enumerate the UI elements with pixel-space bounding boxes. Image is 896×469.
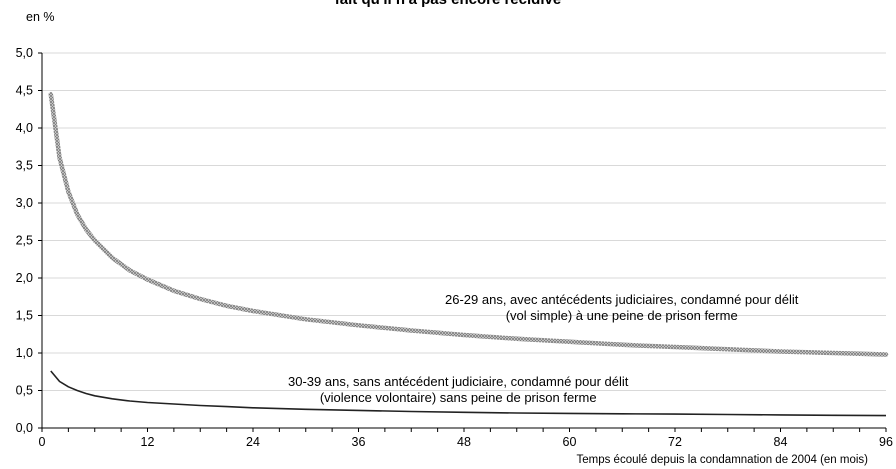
x-tick-label: 0 (39, 435, 46, 449)
series-label-30-39: 30-39 ans, sans antécédent judiciaire, c… (288, 374, 628, 406)
y-tick-label: 2,5 (16, 234, 33, 248)
y-tick-label: 4,0 (16, 121, 33, 135)
x-tick-label: 84 (774, 435, 788, 449)
series-line-1 (50, 370, 887, 417)
gridlines (42, 52, 886, 391)
x-tick-label: 48 (457, 435, 471, 449)
series-line-0 (48, 92, 889, 357)
y-tick-label: 0,0 (16, 421, 33, 435)
x-tick-label: 24 (246, 435, 260, 449)
y-tick-label: 4,5 (16, 84, 33, 98)
y-tick-label: 2,0 (16, 271, 33, 285)
x-tick-label: 36 (352, 435, 366, 449)
x-tick-label: 96 (879, 435, 893, 449)
x-tick-label: 12 (141, 435, 155, 449)
y-axis-unit-label: en % (26, 10, 55, 24)
y-tick-label: 3,5 (16, 159, 33, 173)
series-label-line: (vol simple) à une peine de prison ferme (505, 308, 738, 323)
y-tick-label: 3,0 (16, 196, 33, 210)
series-group (48, 92, 889, 417)
x-tick-label: 72 (668, 435, 682, 449)
y-tick-label: 1,5 (16, 309, 33, 323)
series-label-26-29: 26-29 ans, avec antécédents judiciaires,… (445, 292, 798, 324)
series-label-line: (violence volontaire) sans peine de pris… (319, 390, 597, 405)
y-tick-label: 1,0 (16, 346, 33, 360)
series-label-line: 26-29 ans, avec antécédents judiciaires,… (445, 292, 799, 307)
series-label-line: 30-39 ans, sans antécédent judiciaire, c… (288, 374, 629, 389)
y-tick-label: 5,0 (16, 46, 33, 60)
chart-title: fait qu'il n'a pas encore récidivé (0, 0, 896, 8)
y-tick-label: 0,5 (16, 384, 33, 398)
axes: 0,0 0,5 1,0 1,5 2,0 2,5 3,0 3,5 4,0 4,5 5,0 0 12 24 36… (16, 46, 893, 449)
x-tick-label: 60 (563, 435, 577, 449)
x-axis-title: Temps écoulé depuis la condamnation de 2… (576, 454, 868, 466)
